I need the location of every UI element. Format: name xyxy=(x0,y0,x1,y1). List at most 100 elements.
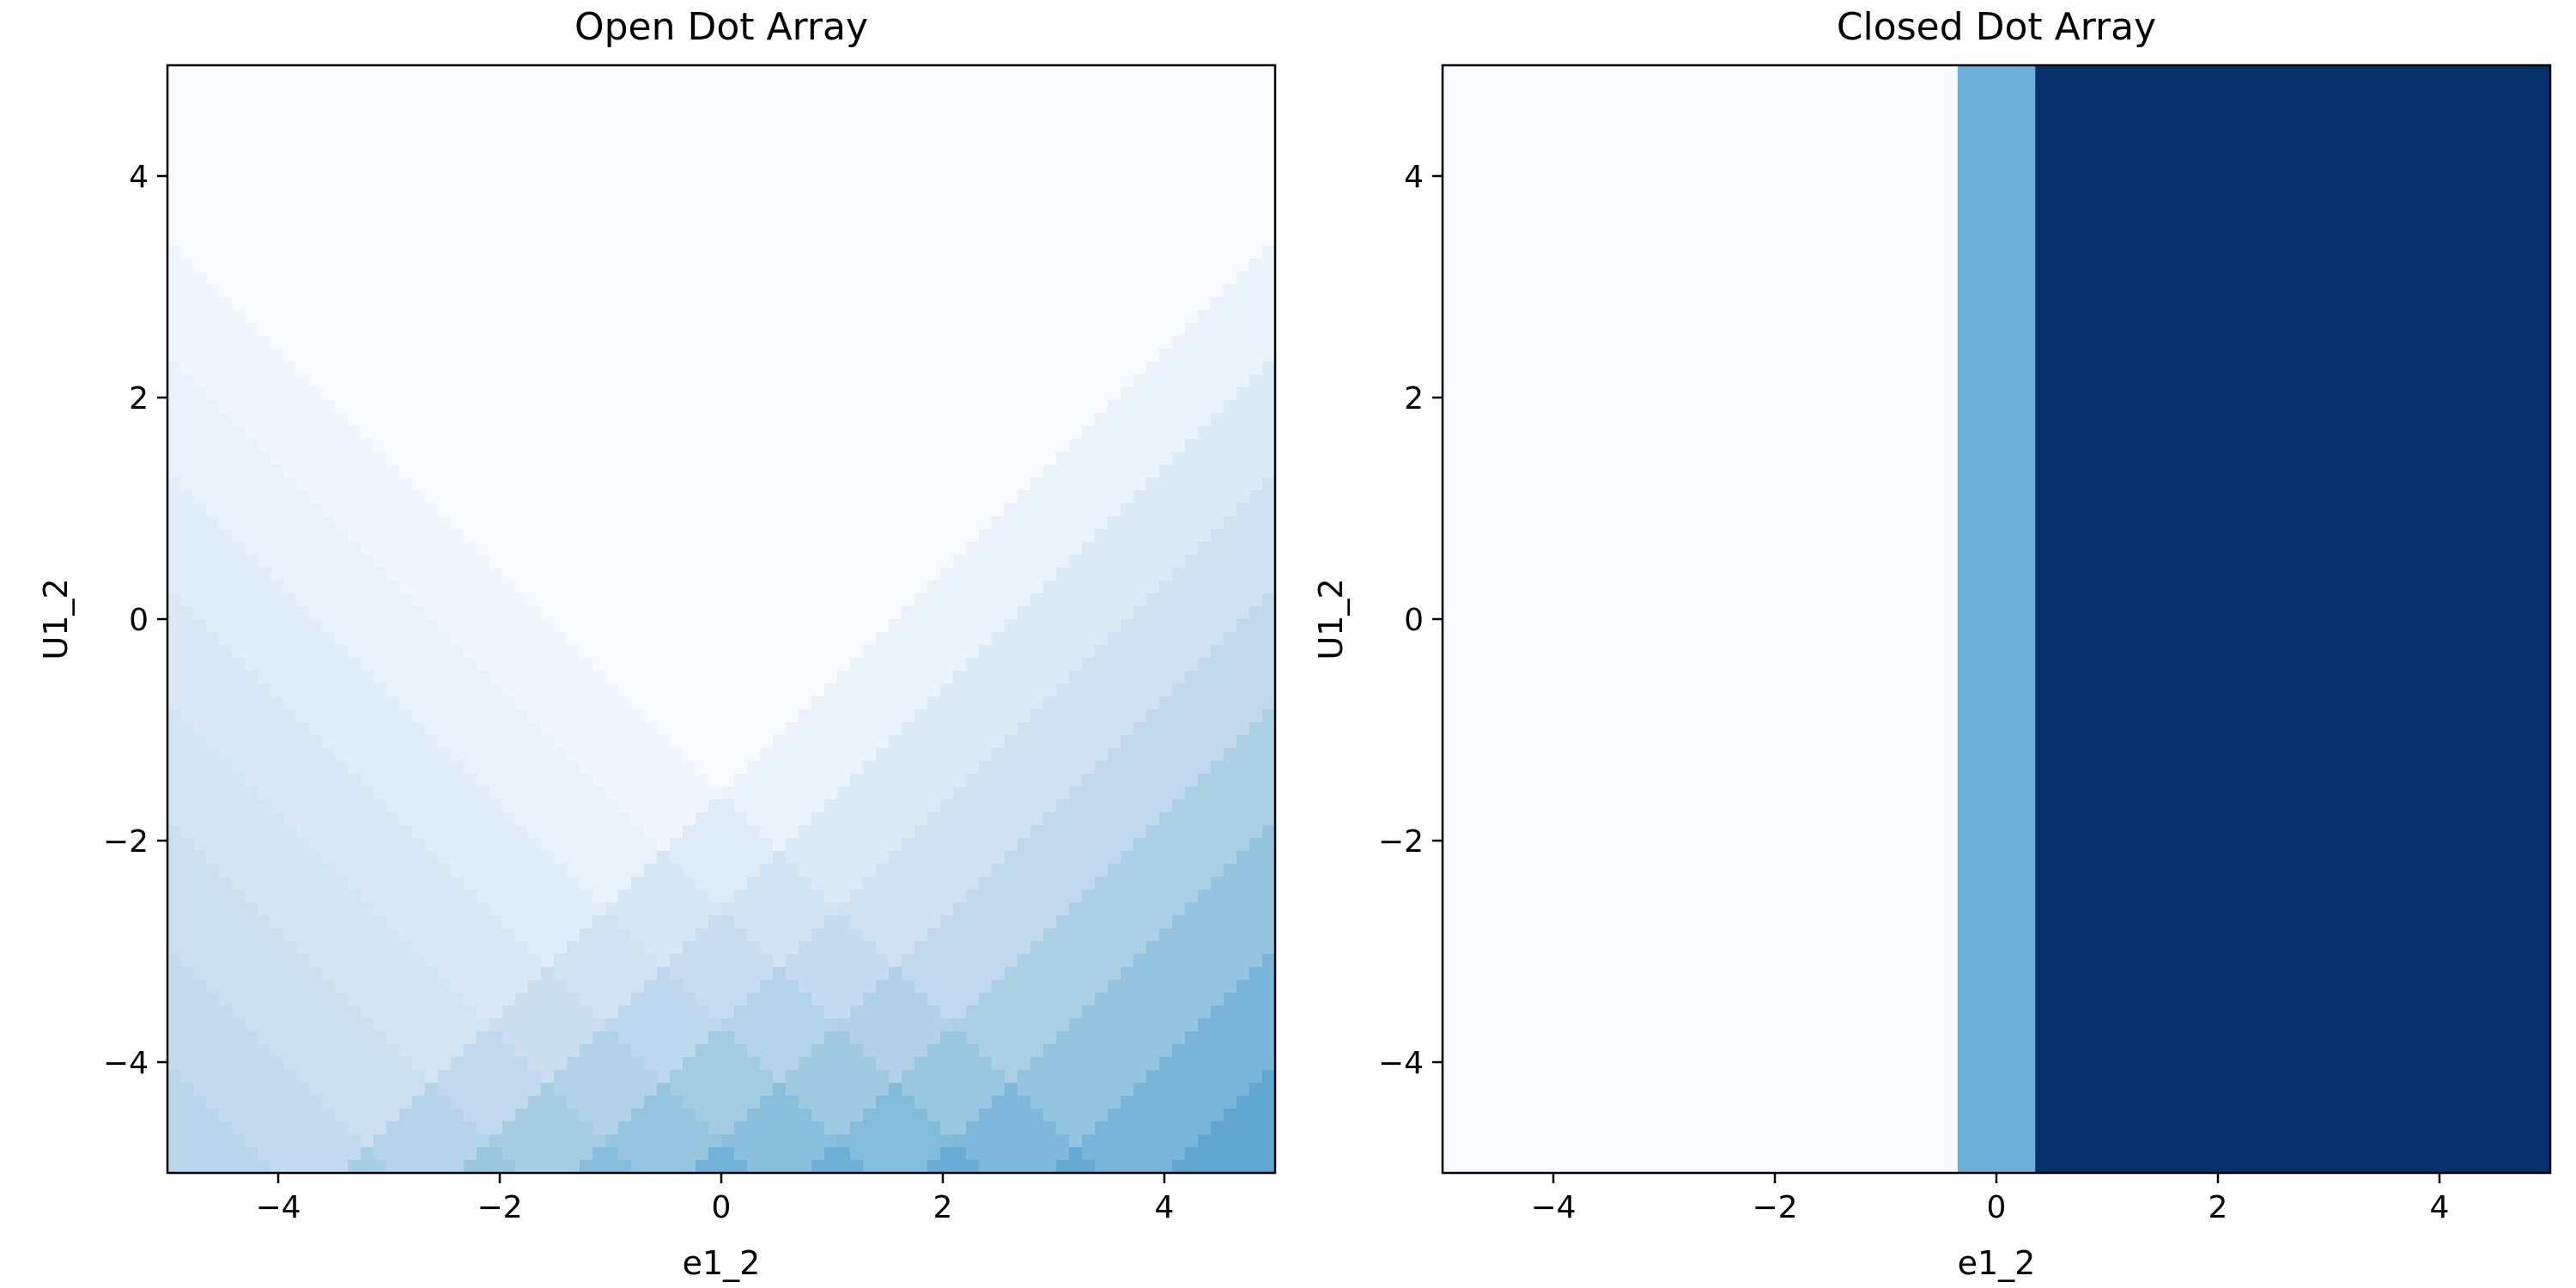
heat-cell xyxy=(824,297,838,311)
heat-cell xyxy=(335,310,349,324)
heat-cell xyxy=(1198,671,1212,684)
heat-cell xyxy=(1121,349,1134,362)
heat-cell xyxy=(515,761,529,775)
heat-cell xyxy=(1069,748,1083,762)
heat-cell xyxy=(1121,452,1134,465)
heat-cell xyxy=(580,774,593,787)
heat-cell xyxy=(1211,233,1224,246)
heat-cell xyxy=(992,593,1005,607)
heat-cell xyxy=(824,104,838,118)
heat-cell xyxy=(1095,632,1109,646)
heat-cell xyxy=(592,787,606,800)
heat-cell xyxy=(386,439,400,453)
heat-cell xyxy=(502,658,516,671)
heat-cell xyxy=(902,117,915,131)
heat-cell xyxy=(1211,683,1224,697)
heat-cell xyxy=(219,426,233,440)
heat-cell xyxy=(1005,400,1018,414)
heat-cell xyxy=(1043,349,1057,362)
heat-cell xyxy=(644,632,658,646)
heat-cell xyxy=(992,271,1005,285)
heat-cell xyxy=(1224,78,1237,92)
heat-cell xyxy=(477,143,490,156)
heat-cell xyxy=(708,233,722,246)
heat-cell xyxy=(927,490,941,504)
heat-cell xyxy=(399,774,413,787)
heat-cell xyxy=(361,490,374,504)
heat-cell xyxy=(760,155,774,169)
heat-cell xyxy=(180,117,194,131)
heat-cell xyxy=(554,143,568,156)
heat-cell xyxy=(786,233,799,246)
heat-cell xyxy=(580,580,593,594)
heat-cell xyxy=(708,258,722,272)
heat-cell xyxy=(940,297,954,311)
heat-cell xyxy=(1146,555,1160,568)
heat-cell xyxy=(670,490,683,504)
heat-cell xyxy=(1018,233,1031,246)
heat-cell xyxy=(232,246,246,259)
heat-cell xyxy=(1005,168,1018,182)
heat-cell xyxy=(1018,117,1031,131)
heat-cell xyxy=(631,143,645,156)
heat-cell xyxy=(438,117,452,131)
heat-cell xyxy=(322,774,336,787)
heat-cell xyxy=(889,78,902,92)
heat-cell xyxy=(708,503,722,517)
heat-cell xyxy=(438,671,452,684)
heat-cell xyxy=(696,284,709,298)
heat-cell xyxy=(850,271,864,285)
heat-cell xyxy=(1159,284,1173,298)
heat-cell xyxy=(773,658,787,671)
heat-cell xyxy=(657,246,671,259)
heat-cell xyxy=(245,400,258,414)
heat-cell xyxy=(528,439,542,453)
heat-cell xyxy=(489,735,503,749)
heat-cell xyxy=(219,774,233,787)
heat-cell xyxy=(618,413,632,427)
heat-cell xyxy=(631,130,645,143)
heat-cell xyxy=(283,568,297,581)
heat-cell xyxy=(1043,606,1057,620)
heat-cell xyxy=(657,104,671,118)
heat-cell xyxy=(1095,787,1109,800)
heat-cell xyxy=(773,310,787,324)
heat-cell xyxy=(1185,709,1199,723)
heat-cell xyxy=(335,477,349,491)
heat-cell xyxy=(683,400,696,414)
heat-cell xyxy=(605,271,619,285)
heat-cell xyxy=(489,787,503,800)
heat-cell xyxy=(477,117,490,131)
heat-cell xyxy=(206,529,220,543)
heat-cell xyxy=(1018,349,1031,362)
heat-cell xyxy=(1095,658,1109,671)
heat-cell xyxy=(914,104,928,118)
heat-cell xyxy=(425,400,439,414)
heat-cell xyxy=(837,761,851,775)
heat-cell xyxy=(1159,761,1173,775)
heat-cell xyxy=(708,78,722,92)
heat-cell xyxy=(1262,168,1275,182)
heat-cell xyxy=(322,361,336,375)
heat-cell xyxy=(180,477,194,491)
heat-cell xyxy=(953,284,967,298)
heat-cell xyxy=(902,671,915,684)
heat-cell xyxy=(876,477,890,491)
heat-cell xyxy=(696,696,709,710)
heat-cell xyxy=(1262,361,1275,375)
heat-cell xyxy=(348,799,361,813)
heat-cell xyxy=(773,104,787,118)
heat-cell xyxy=(1005,477,1018,491)
heat-cell xyxy=(824,400,838,414)
heat-cell xyxy=(657,387,671,401)
heat-cell xyxy=(232,284,246,298)
heat-cell xyxy=(1056,555,1070,568)
heat-cell xyxy=(605,568,619,581)
heat-cell xyxy=(219,233,233,246)
heat-cell xyxy=(1069,516,1083,530)
heat-cell xyxy=(657,297,671,311)
heat-cell xyxy=(1056,709,1070,723)
heat-cell xyxy=(605,748,619,762)
heat-cell xyxy=(696,606,709,620)
heat-cell xyxy=(528,297,542,311)
